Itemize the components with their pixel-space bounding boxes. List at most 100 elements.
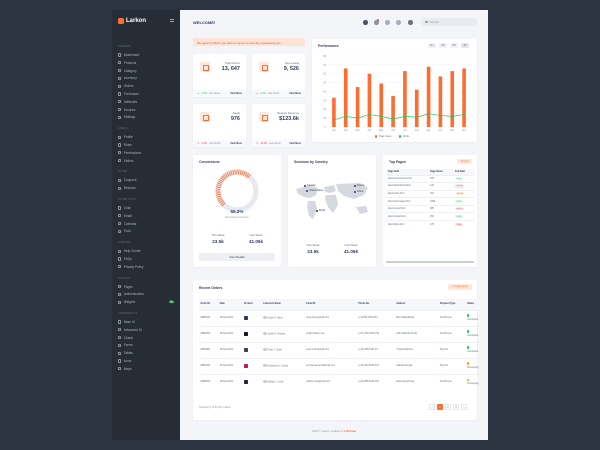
settings-icon[interactable] <box>385 20 390 25</box>
email-id: peter.smith@mail.com <box>304 341 357 358</box>
table-row[interactable]: #RB8652 18 April 2024 William J. Cook willi… <box>199 373 480 390</box>
footer-brand[interactable]: Techzaa <box>345 430 356 433</box>
order-id[interactable]: #RB8652 <box>199 373 219 390</box>
sidebar-item-category[interactable]: Category › <box>118 68 174 74</box>
view-details-button[interactable]: View Details <box>199 253 275 261</box>
stat-value: $123.6k <box>279 116 299 122</box>
view-all-button[interactable]: View All <box>457 159 472 164</box>
pagination-page-1[interactable]: 1 <box>437 404 443 410</box>
order-id[interactable]: #RB5625 <box>199 309 219 326</box>
sidebar-item-orders[interactable]: Orders › <box>118 83 174 89</box>
period-button-all[interactable]: ALL <box>428 43 436 48</box>
page-views: 478 <box>428 220 454 229</box>
table-row[interactable]: #RB9652 25 April 2024 Judith H. Fritsche ju… <box>199 325 480 342</box>
page-path[interactable]: larkon/blog.html <box>386 220 429 229</box>
theme-toggle-icon[interactable] <box>363 20 368 25</box>
view-more-link[interactable]: View More <box>289 142 301 145</box>
sidebar-item-maps[interactable]: Maps › <box>118 366 174 372</box>
table-row[interactable]: #RB3625 21 April 2024 Emmanuel J. Delcid em… <box>199 357 480 374</box>
order-id[interactable]: #RB9652 <box>199 325 219 342</box>
sidebar-item-sellers[interactable]: Sellers › <box>118 158 174 164</box>
sidebar-item-permissions[interactable]: Permissions <box>118 150 174 156</box>
pagination-page-3[interactable]: 3 <box>453 404 459 410</box>
legend-label: Page Views <box>378 135 392 138</box>
sidebar-item-icons[interactable]: Icons › <box>118 358 174 364</box>
column-header: Email ID <box>304 299 357 310</box>
sidebar-item-forms[interactable]: Forms › <box>118 342 174 348</box>
order-id[interactable]: #RB5984 <box>199 341 219 358</box>
page-path[interactable]: larkon/chat.html <box>386 189 429 198</box>
page-title: WELCOME! <box>193 20 216 25</box>
brand-logo[interactable]: Larkon <box>118 18 146 24</box>
search-input[interactable]: Search... <box>429 20 442 24</box>
page-path[interactable]: larkon/social.html <box>386 212 429 221</box>
sidebar-item-settings[interactable]: Settings <box>118 114 174 120</box>
sidebar-item-products[interactable]: Products › <box>118 60 174 66</box>
page-path[interactable]: larkon/dashboard.html <box>386 182 429 191</box>
table-row[interactable]: #RB5984 25 April 2024 Peter T. Smith peter.… <box>199 341 480 358</box>
sidebar-item-base-ui[interactable]: Base UI › <box>118 319 174 325</box>
pagination-next[interactable]: › <box>461 404 467 410</box>
map-pin-russia[interactable]: Russia <box>354 184 364 187</box>
sidebar-item-charts[interactable]: Charts › <box>118 335 174 341</box>
sidebar-item-tables[interactable]: Tables › <box>118 350 174 356</box>
table-row[interactable]: #RB5625 29 April 2024 Anna M. Hines anna.hi… <box>199 309 480 326</box>
sidebar-item-todo[interactable]: Todo <box>118 228 174 234</box>
search-box[interactable]: Search... <box>421 18 477 26</box>
sidebar-item-authentication[interactable]: Authentication › <box>118 291 174 297</box>
sidebar-item-dashboard[interactable]: Dashboard <box>118 52 174 58</box>
sidebar-item-calendar[interactable]: Calendar <box>118 221 174 227</box>
sidebar-item-chat[interactable]: Chat <box>118 205 174 211</box>
sidebar-item-faqs[interactable]: FAQs <box>118 256 174 262</box>
exit-rate-badge: 1.4% <box>455 223 463 226</box>
product-thumbnail <box>244 348 248 352</box>
page-path[interactable]: larkon/ecommerce.html <box>386 174 429 183</box>
sidebar-item-email[interactable]: Email <box>118 213 174 219</box>
sidebar-item-roles[interactable]: Roles › <box>118 142 174 148</box>
sidebar-item-pages[interactable]: Pages › <box>118 284 174 290</box>
view-more-link[interactable]: View More <box>230 142 242 145</box>
legend-dot <box>399 135 402 138</box>
charts-icon <box>118 336 122 340</box>
period-button-1y[interactable]: 1Y <box>461 43 469 48</box>
sidebar-item-profile[interactable]: Profile <box>118 134 174 140</box>
sidebar-item-inventory[interactable]: Inventory › <box>118 75 174 81</box>
sidebar-item-attributes[interactable]: Attributes › <box>118 99 174 105</box>
sidebar-item-advanced-ui[interactable]: Advanced UI › <box>118 327 174 333</box>
activity-icon[interactable] <box>396 20 401 25</box>
sidebar-item-widgets[interactable]: Widgets 9+ <box>118 299 174 305</box>
horizontal-scrollbar[interactable] <box>386 261 474 263</box>
map-pin-united-states[interactable]: United States <box>306 189 323 192</box>
period-button-1m[interactable]: 1M <box>439 43 447 48</box>
sidebar-item-label: FAQs <box>123 257 132 261</box>
sidebar-item-help-center[interactable]: Help Center <box>118 248 174 254</box>
sidebar-item-privacy-policy[interactable]: Privacy Policy <box>118 264 174 270</box>
view-more-link[interactable]: View More <box>289 92 301 95</box>
point-clicks <box>345 115 347 117</box>
status-dot <box>467 314 470 317</box>
sidebar-item-invoices[interactable]: Invoices › <box>118 107 174 113</box>
map-pin-china[interactable]: China <box>354 190 363 193</box>
period-button-6m[interactable]: 6M <box>450 43 458 48</box>
user-avatar[interactable] <box>408 20 413 25</box>
conversions-card: Conversions 65.2% Returning Customer Thi… <box>193 155 281 267</box>
menu-toggle-icon[interactable] <box>170 19 174 22</box>
sidebar-item-reviews[interactable]: Reviews <box>118 185 174 191</box>
order-id[interactable]: #RB3625 <box>199 357 219 374</box>
map-pin-canada[interactable]: Canada <box>304 184 315 187</box>
sidebar-item-purchases[interactable]: Purchases › <box>118 91 174 97</box>
notification-icon[interactable] <box>374 20 379 25</box>
sidebar-item-label: Todo <box>123 229 131 234</box>
table-row: larkon/email.html 985 64.2% <box>386 204 474 213</box>
view-more-link[interactable]: View More <box>230 92 242 95</box>
y-tick-label: 70 <box>323 64 326 67</box>
page-path[interactable]: larkon/auth-login.html <box>386 197 429 206</box>
bar-page-views <box>379 83 384 127</box>
page-path[interactable]: larkon/email.html <box>386 204 429 213</box>
pagination-page-2[interactable]: 2 <box>445 404 451 410</box>
chevron-right-icon: › <box>173 335 174 340</box>
sidebar-item-coupons[interactable]: Coupons › <box>118 177 174 183</box>
map-pin-brazil[interactable]: Brazil <box>316 209 325 212</box>
pagination-prev[interactable]: ‹ <box>429 404 435 410</box>
create-order-button[interactable]: + Create Order <box>448 284 472 290</box>
